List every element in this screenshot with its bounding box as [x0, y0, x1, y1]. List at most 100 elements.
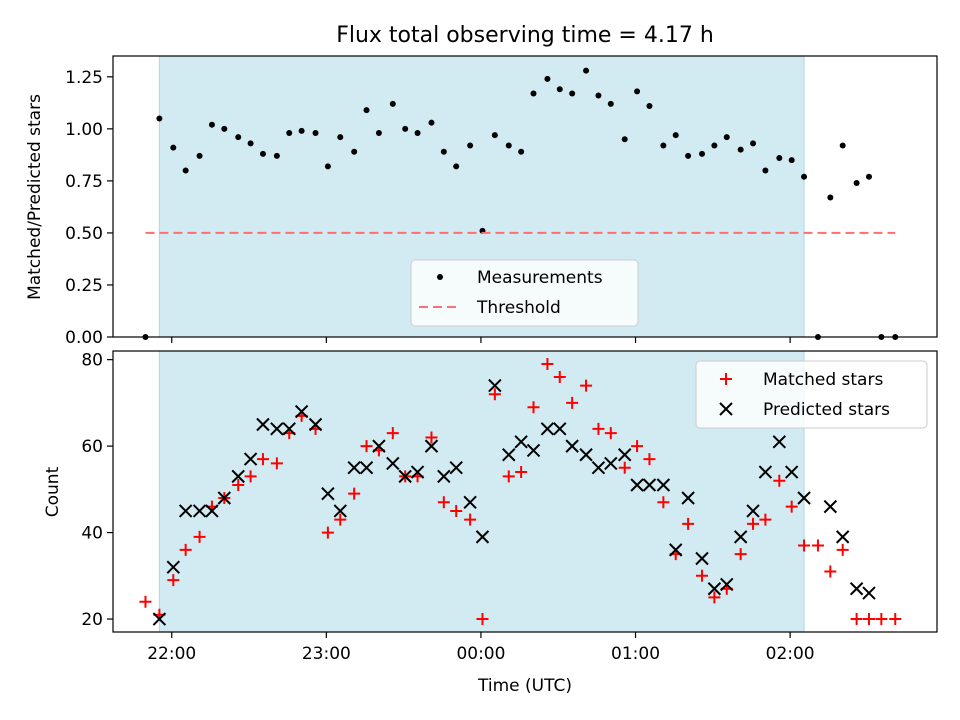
matched-star-point — [167, 574, 180, 587]
measurement-point — [607, 100, 614, 107]
matched-star-point — [836, 543, 849, 556]
measurement-point — [453, 163, 460, 170]
predicted-star-point — [642, 478, 657, 492]
predicted-star-point — [720, 577, 734, 592]
measurement-point — [375, 130, 382, 137]
predicted-star-point — [347, 461, 361, 475]
matched-star-point — [631, 440, 644, 453]
matched-star-point — [476, 613, 489, 626]
measurement-point — [389, 100, 396, 107]
measurement-point — [865, 173, 872, 180]
measurement-point — [298, 127, 305, 134]
predicted-star-point — [424, 439, 439, 453]
predicted-star-point — [849, 582, 864, 596]
measurement-point — [505, 142, 512, 149]
legend-label-matched: Matched stars — [763, 370, 883, 390]
predicted-star-point — [333, 504, 347, 518]
measurement-point — [762, 167, 769, 174]
x-tick-label: 02:00 — [766, 644, 815, 664]
matched-star-point — [708, 591, 721, 604]
matched-star-point — [360, 440, 373, 453]
measurement-point — [711, 142, 718, 149]
measurement-point — [491, 132, 498, 139]
matched-star-point — [824, 565, 837, 578]
predicted-star-point — [243, 452, 258, 466]
predicted-star-point — [192, 504, 207, 518]
matched-star-point — [696, 569, 709, 582]
predicted-star-point — [308, 417, 323, 432]
matched-star-point — [464, 513, 477, 526]
measurement-point — [156, 115, 163, 122]
predicted-star-point — [321, 486, 335, 501]
measurement-point — [776, 154, 783, 161]
measurement-point — [839, 142, 846, 149]
predicted-star-point — [502, 448, 516, 462]
y-tick-label: 0.00 — [65, 328, 103, 348]
predicted-star-point — [591, 461, 606, 475]
y-tick-label: 80 — [81, 351, 103, 371]
plot-frame — [112, 55, 938, 338]
predicted-star-point — [437, 469, 451, 484]
matched-star-point — [682, 517, 695, 530]
matched-star-point — [437, 496, 450, 509]
measurement-point — [518, 148, 525, 155]
measurement-point — [440, 148, 447, 155]
legend-label-threshold: Threshold — [476, 298, 561, 318]
measurement-point — [569, 90, 576, 97]
x-axis-label: Time (UTC) — [477, 676, 572, 696]
matched-star-point — [425, 431, 438, 444]
predicted-star-point — [565, 439, 579, 453]
legend-measurement-marker — [437, 274, 443, 280]
predicted-star-point — [656, 478, 671, 492]
x-tick-label: 22:00 — [147, 644, 196, 664]
matched-star-point — [592, 422, 605, 435]
predicted-star-point — [784, 465, 799, 479]
predicted-star-point — [294, 404, 309, 419]
matched-star-point — [643, 453, 656, 466]
predicted-star-point — [270, 422, 284, 436]
predicted-star-point — [256, 417, 270, 432]
predicted-star-point — [797, 491, 811, 505]
y-tick-label: 1.00 — [65, 120, 103, 140]
matched-star-point — [450, 504, 463, 517]
matched-star-point — [734, 548, 747, 561]
y-axis-label-ratio: Matched/Predicted stars — [25, 94, 45, 300]
predicted-star-point — [579, 448, 593, 462]
predicted-star-point — [823, 499, 838, 514]
legend-box — [410, 259, 639, 327]
matched-star-point — [232, 479, 245, 492]
predicted-star-point — [166, 560, 181, 574]
matched-star-point — [862, 613, 875, 626]
predicted-star-point — [835, 530, 850, 544]
matched-star-point — [527, 401, 540, 414]
predicted-star-point — [282, 422, 296, 436]
measurement-point — [170, 144, 177, 151]
matched-star-point — [657, 496, 670, 509]
predicted-star-point — [205, 504, 219, 518]
matched-star-point — [618, 461, 631, 474]
matched-star-point — [604, 427, 617, 440]
measurement-point — [621, 136, 628, 143]
measurement-point — [737, 146, 744, 153]
predicted-star-point — [772, 435, 787, 449]
x-tick-label: 23:00 — [302, 644, 351, 664]
measurement-point — [428, 119, 435, 126]
measurement-point — [788, 157, 795, 164]
x-tick-label: 00:00 — [456, 644, 505, 664]
measurement-point — [235, 134, 242, 141]
measurement-point — [351, 148, 358, 155]
matched-star-point — [139, 595, 152, 608]
matched-star-point — [193, 530, 206, 543]
y-axis-label-count: Count — [43, 466, 63, 517]
measurement-point — [660, 142, 667, 149]
matched-star-point — [759, 513, 772, 526]
legend-predicted-marker — [719, 402, 733, 416]
matched-star-point — [321, 526, 334, 539]
predicted-star-point — [475, 530, 490, 544]
legend-count: Matched stars Predicted stars — [695, 360, 928, 429]
measurement-point — [685, 152, 692, 159]
predicted-star-point — [669, 543, 683, 557]
x-tick-label: 01:00 — [611, 644, 660, 664]
y-tick-label: 0.50 — [65, 224, 103, 244]
measurement-point — [646, 102, 653, 109]
